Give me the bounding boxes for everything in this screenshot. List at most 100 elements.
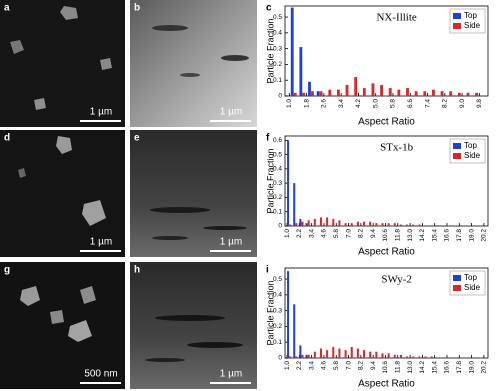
- x-tick-label: 6.6: [407, 99, 414, 108]
- bar: [388, 88, 392, 96]
- y-axis-label: Particle Fraction: [265, 18, 275, 83]
- x-tick-label: 8.2: [358, 229, 365, 238]
- bar: [399, 354, 402, 358]
- bar: [336, 89, 340, 96]
- bar: [319, 91, 323, 96]
- y-tick-label: 0.5: [273, 14, 282, 21]
- x-tick-label: 3.4: [338, 99, 345, 108]
- legend-swatch: [453, 23, 461, 29]
- x-tick-label: 3.4: [308, 229, 315, 238]
- bar: [308, 81, 311, 96]
- y-tick-label: 0: [278, 223, 282, 230]
- bar: [328, 89, 332, 96]
- bar: [316, 91, 320, 96]
- image-e: [130, 130, 257, 257]
- x-tick-label: 7.0: [345, 361, 352, 370]
- bar: [440, 91, 444, 96]
- panel-label: b: [134, 3, 140, 14]
- bar: [301, 221, 304, 226]
- y-tick-label: 0.3: [273, 307, 282, 314]
- bar: [412, 224, 415, 226]
- bar: [375, 351, 378, 358]
- x-tick-label: 9.4: [370, 361, 377, 370]
- bar: [371, 83, 375, 96]
- panel-label: d: [4, 133, 10, 144]
- x-tick-label: 1.0: [284, 229, 291, 238]
- x-tick-label: 16.6: [444, 361, 451, 374]
- bar: [305, 354, 308, 358]
- plot-frame: [284, 5, 489, 97]
- legend-swatch: [453, 285, 461, 291]
- bar: [449, 91, 453, 96]
- legend-label: Top: [464, 273, 477, 282]
- bar: [326, 350, 329, 358]
- bar: [350, 223, 353, 226]
- y-tick-label: 0.2: [273, 61, 282, 68]
- bar: [380, 84, 384, 96]
- chart-title: STx-1b: [380, 142, 414, 154]
- bar: [406, 88, 409, 96]
- bar: [423, 91, 427, 96]
- bar: [414, 91, 418, 96]
- bar: [332, 218, 335, 226]
- legend-label: Side: [464, 151, 481, 160]
- bar: [301, 354, 304, 358]
- x-tick-label: 14.2: [419, 361, 426, 374]
- bar: [356, 221, 359, 226]
- bar: [430, 356, 433, 358]
- scale-bar-label: 500 nm: [84, 369, 117, 380]
- bar: [338, 220, 341, 226]
- x-tick-label: 20.2: [481, 361, 488, 374]
- legend-label: Side: [464, 21, 481, 30]
- x-tick-label: 8.2: [442, 99, 449, 108]
- legend-swatch: [453, 275, 461, 281]
- bar: [363, 221, 366, 226]
- bar: [287, 140, 290, 226]
- x-tick-label: 11.8: [394, 361, 401, 374]
- bar: [431, 89, 435, 96]
- bar: [299, 345, 302, 358]
- x-tick-label: 15.4: [431, 361, 438, 374]
- bar: [289, 356, 292, 358]
- x-tick-label: 10.6: [382, 361, 389, 374]
- x-tick-label: 9.8: [476, 99, 483, 108]
- scale-bar-label: 1 µm: [90, 237, 112, 248]
- bar: [311, 91, 314, 96]
- panel-label: a: [4, 3, 10, 14]
- x-axis-label: Aspect Ratio: [358, 117, 415, 128]
- x-tick-label: 2.6: [321, 99, 328, 108]
- bar: [307, 220, 310, 226]
- bar: [369, 221, 372, 226]
- image-b: [130, 0, 257, 127]
- x-tick-label: 17.8: [456, 361, 463, 374]
- x-tick-label: 13.0: [407, 229, 414, 242]
- y-tick-label: 0.2: [273, 323, 282, 330]
- bar: [313, 218, 316, 226]
- bar: [424, 356, 427, 358]
- x-tick-label: 16.6: [444, 229, 451, 242]
- bar: [362, 88, 366, 96]
- y-tick-label: 0.4: [273, 292, 282, 299]
- y-tick-label: 0.3: [273, 180, 282, 187]
- plot-frame: [284, 267, 489, 359]
- bar: [313, 351, 316, 358]
- y-tick-label: 0.1: [273, 339, 282, 346]
- bar: [418, 356, 421, 358]
- image-d: [0, 130, 125, 257]
- bar: [369, 351, 372, 358]
- x-tick-label: 5.0: [372, 99, 379, 108]
- plot-frame: [284, 135, 489, 227]
- bar: [381, 353, 384, 358]
- bar: [354, 77, 358, 96]
- x-tick-label: 20.2: [481, 229, 488, 242]
- panel-label: g: [4, 265, 10, 276]
- bar: [387, 223, 390, 226]
- y-tick-label: 0.5: [273, 151, 282, 158]
- bar: [345, 84, 349, 96]
- x-tick-label: 9.4: [370, 229, 377, 238]
- y-tick-label: 0.3: [273, 45, 282, 52]
- bar: [290, 7, 294, 96]
- x-tick-label: 1.0: [286, 99, 293, 108]
- chart-title: NX-Illite: [376, 12, 416, 24]
- y-tick-label: 0.6: [273, 137, 282, 144]
